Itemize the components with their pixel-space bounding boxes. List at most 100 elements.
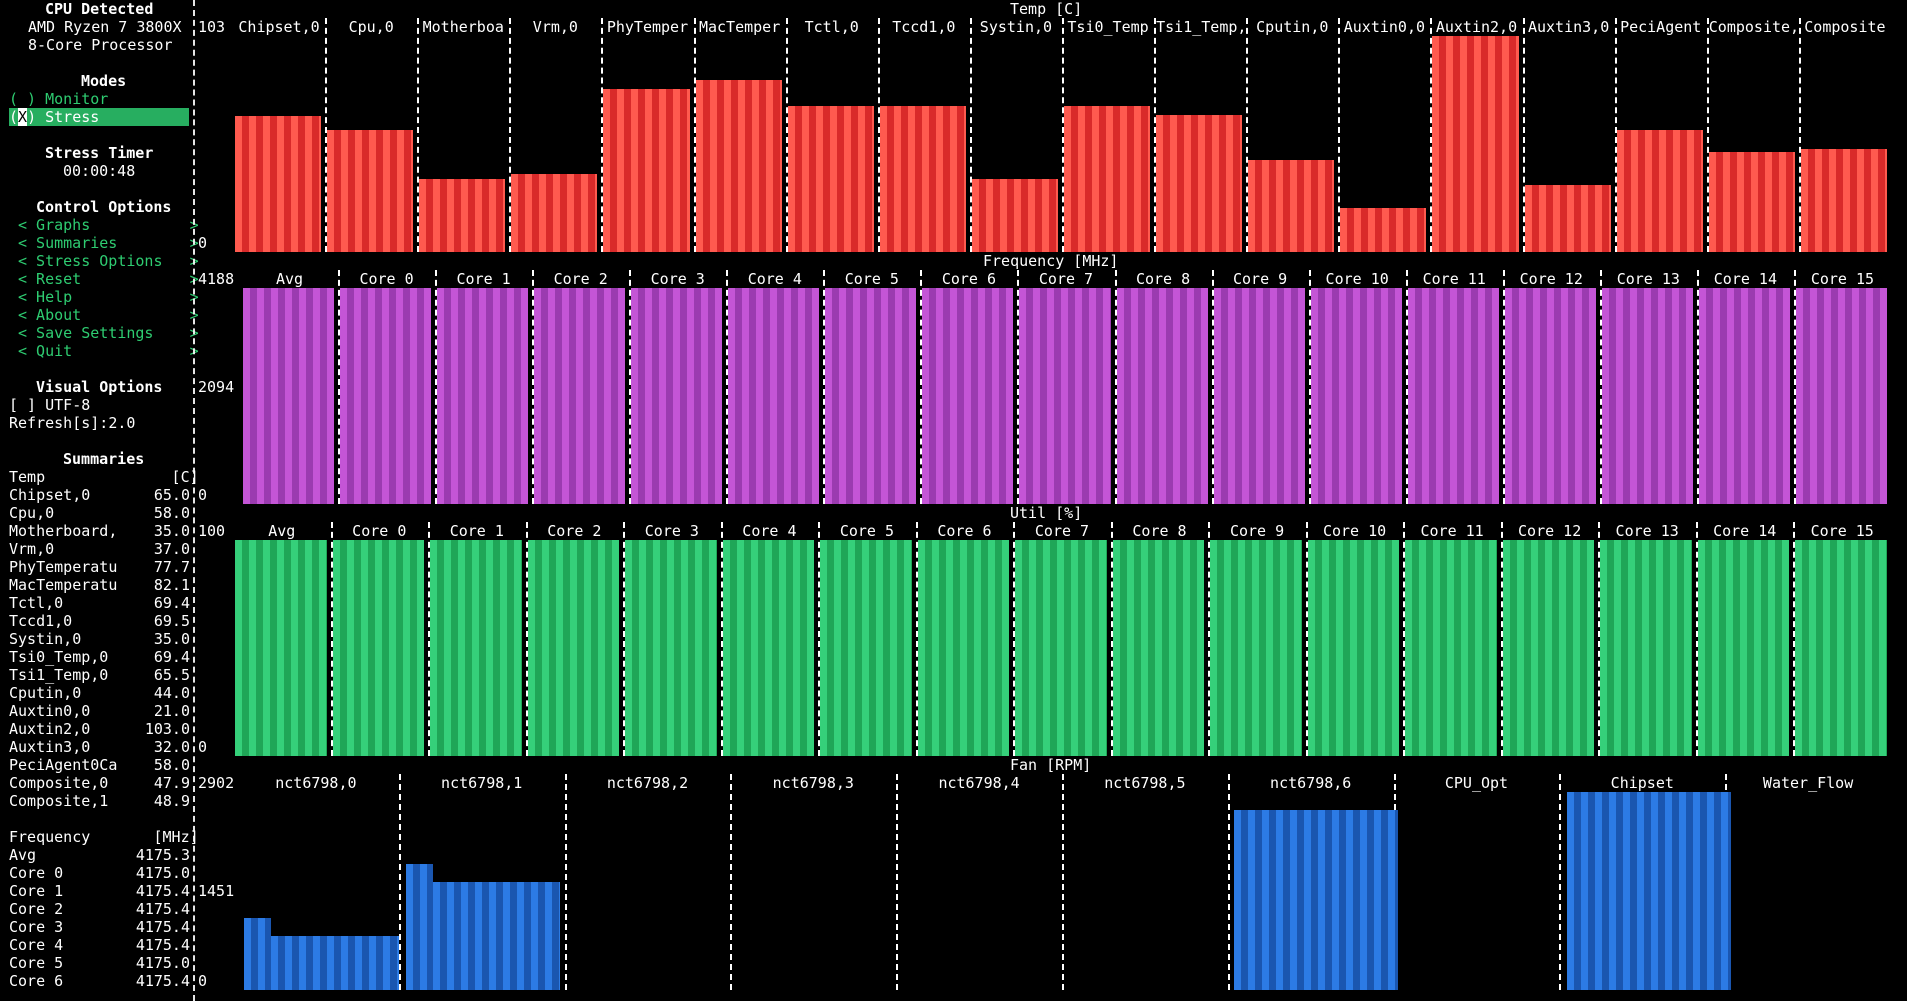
- graph-column-label: Core 7: [1038, 270, 1094, 288]
- graph-bar: [1116, 288, 1208, 504]
- graph-column-label: Core 9: [1229, 522, 1285, 540]
- column-separator: [969, 18, 974, 252]
- control-option[interactable]: < About >: [18, 306, 199, 324]
- util-graph-title: Util [%]: [1010, 504, 1083, 522]
- fan-y-min: 0: [198, 972, 208, 990]
- control-option[interactable]: < Summaries >: [18, 234, 199, 252]
- graph-bar: [825, 288, 917, 504]
- temp-summary-value: 65.5: [153, 666, 190, 684]
- column-separator: [720, 522, 725, 756]
- graph-bar: [327, 130, 414, 252]
- graph-bar: [1112, 540, 1205, 756]
- column-separator: [509, 18, 513, 252]
- temp-summary-name: MacTemperatu: [9, 576, 118, 594]
- temp-summary-name: Tccd1,0: [9, 612, 73, 630]
- control-option[interactable]: < Quit >: [18, 342, 199, 360]
- fan-column-label: nct6798,3: [772, 774, 854, 792]
- graph-column-label: Core 7: [1034, 522, 1090, 540]
- freq-summary-name: Core 2: [9, 900, 64, 918]
- temp-summary-name: Cpu,0: [9, 504, 55, 522]
- column-separator: [564, 774, 569, 990]
- column-separator: [1599, 270, 1604, 504]
- graph-bar: [1307, 540, 1400, 756]
- column-separator: [1793, 270, 1798, 504]
- fan-bar: [271, 936, 399, 990]
- freq-y-min: 0: [198, 486, 208, 504]
- graph-column-label: Core 1: [449, 522, 504, 540]
- column-separator: [1208, 522, 1212, 756]
- column-separator: [920, 270, 924, 504]
- graph-column-label: Core 13: [1615, 522, 1679, 540]
- freq-y-mid: 2094: [198, 378, 235, 396]
- cpu-detected-title: CPU Detected: [45, 0, 154, 18]
- refresh-setting[interactable]: Refresh[s]:2.0: [9, 414, 136, 432]
- cpu-model-line1: AMD Ryzen 7 3800X: [28, 18, 182, 36]
- freq-summary-name: Core 4: [9, 936, 64, 954]
- graph-bar: [787, 106, 874, 252]
- temp-summary-name: Motherboard,: [9, 522, 118, 540]
- column-separator: [417, 18, 421, 252]
- temp-summary-value: 77.7: [153, 558, 190, 576]
- graph-bar: [1698, 288, 1790, 504]
- graph-column-label: Auxtin3,0: [1527, 18, 1610, 36]
- sidebar-divider: [193, 0, 195, 1001]
- graph-bar: [625, 540, 717, 756]
- mode-stress-radio[interactable]: (X) Stress: [9, 108, 189, 126]
- graph-column-label: PeciAgent: [1620, 18, 1702, 36]
- temp-summary-name: Composite,1: [9, 792, 109, 810]
- graph-bar: [1600, 540, 1692, 756]
- graph-column-label: Core 12: [1519, 270, 1583, 288]
- fan-bar: [406, 864, 433, 990]
- temp-y-max: 103: [198, 18, 226, 36]
- graph-column-label: Cputin,0: [1256, 18, 1329, 36]
- column-separator: [1502, 270, 1507, 504]
- temp-summary-value: 35.0: [153, 522, 190, 540]
- fan-column-label: nct6798,5: [1104, 774, 1186, 792]
- mode-monitor-radio[interactable]: ( ) Monitor: [9, 90, 109, 108]
- control-option[interactable]: < Save Settings >: [18, 324, 199, 342]
- graph-bar: [1310, 288, 1402, 504]
- graph-bar: [728, 288, 820, 504]
- graph-bar: [235, 540, 327, 756]
- graph-bar: [1405, 540, 1497, 756]
- column-separator: [726, 270, 730, 504]
- control-option[interactable]: < Stress Options >: [18, 252, 199, 270]
- column-separator: [398, 774, 403, 990]
- graph-column-label: Core 6: [937, 522, 992, 540]
- temp-summary-name: PeciAgent0Ca: [9, 756, 118, 774]
- column-separator: [1110, 522, 1115, 756]
- control-option[interactable]: < Graphs >: [18, 216, 199, 234]
- temp-summary-value: 69.4: [153, 594, 190, 612]
- graph-bar: [332, 540, 425, 756]
- graph-bar: [1210, 540, 1302, 756]
- freq-summary-value: 4175.3: [135, 846, 190, 864]
- control-option[interactable]: < Reset >: [18, 270, 199, 288]
- graph-column-label: Core 0: [359, 270, 414, 288]
- fan-column-label: nct6798,6: [1270, 774, 1352, 792]
- graph-bar: [971, 179, 1058, 252]
- temp-summary-name: Systin,0: [9, 630, 82, 648]
- graph-column-label: MacTemper: [698, 18, 781, 36]
- temp-summary-value: 48.9: [153, 792, 190, 810]
- fan-column-label: Chipset: [1610, 774, 1674, 792]
- freq-summary-value: 4175.0: [135, 864, 190, 882]
- fan-bar: [1567, 792, 1731, 990]
- graph-bar: [1708, 152, 1795, 252]
- column-separator: [1211, 270, 1216, 504]
- freq-summary-name: Core 3: [9, 918, 64, 936]
- column-separator: [693, 18, 698, 252]
- mode-stress-label: ) Stress: [27, 108, 100, 126]
- graph-bar: [1156, 115, 1243, 252]
- column-separator: [629, 270, 633, 504]
- graph-column-label: Tccd1,0: [892, 18, 956, 36]
- freq-summary-name: Core 6: [9, 972, 64, 990]
- column-separator: [1305, 522, 1310, 756]
- graph-bar: [1795, 540, 1887, 756]
- column-separator: [1695, 522, 1700, 756]
- temp-summary-value: 47.9: [153, 774, 190, 792]
- column-separator: [1403, 522, 1407, 756]
- control-option[interactable]: < Help >: [18, 288, 199, 306]
- utf8-checkbox[interactable]: [ ] UTF-8: [9, 396, 91, 414]
- column-separator: [1522, 18, 1527, 252]
- graph-column-label: Tsi1_Temp,: [1156, 18, 1245, 36]
